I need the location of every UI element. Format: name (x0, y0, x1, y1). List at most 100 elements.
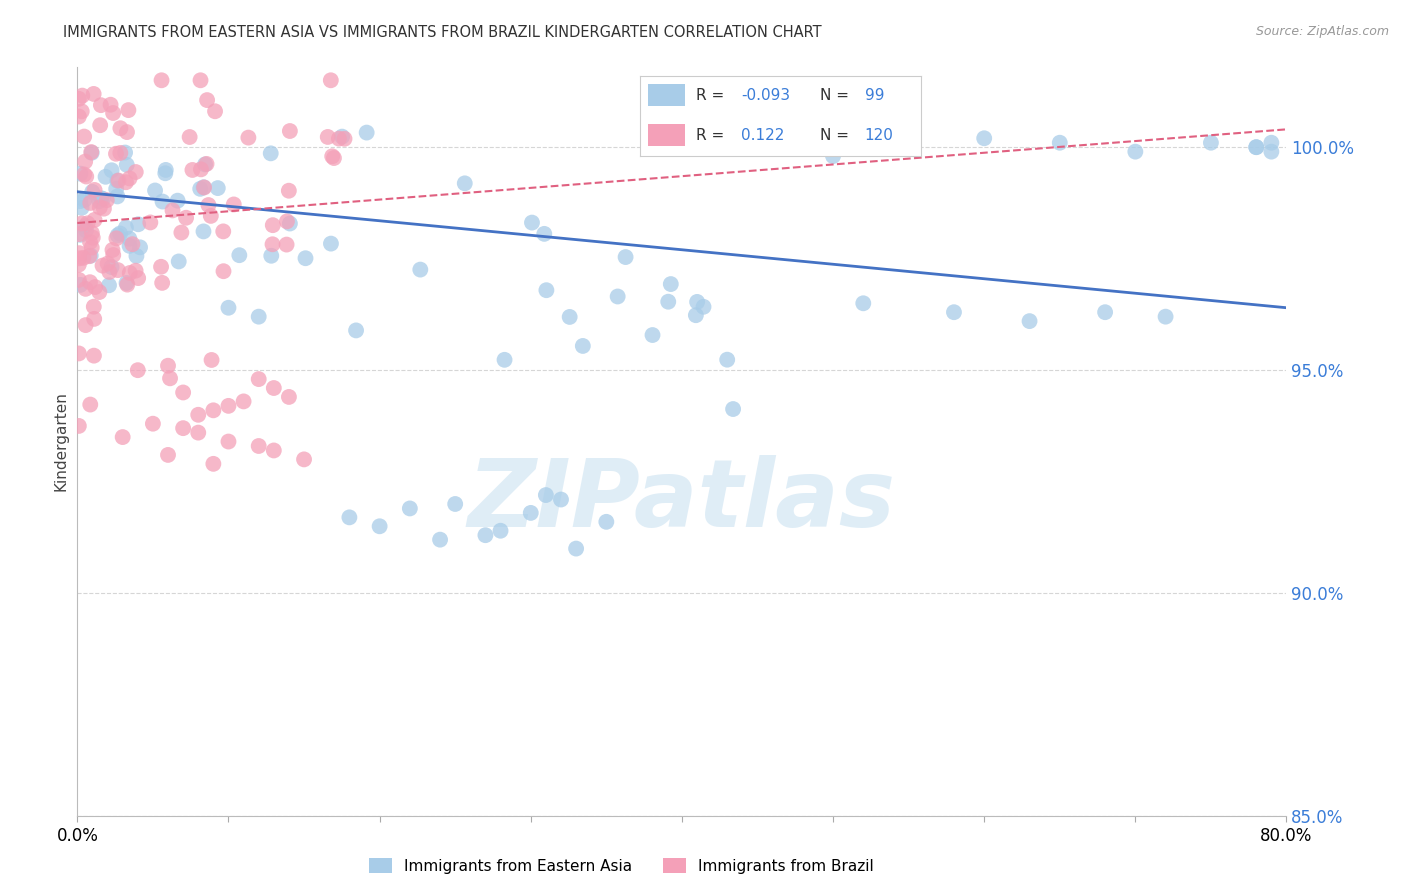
Point (115, 125, 138, 139)
Point (520, 216, 543, 230)
Point (1260, 136, 1282, 150)
Point (115, 158, 138, 172)
Point (90, 98, 112, 112)
Point (117, 103, 139, 117)
Point (70, 201, 93, 215)
Point (1154, 310, 1177, 324)
Point (190, 162, 212, 177)
Point (107, 263, 129, 277)
Point (67, 252, 90, 266)
Text: Source: ZipAtlas.com: Source: ZipAtlas.com (1256, 25, 1389, 38)
Point (80, 241, 103, 255)
Point (218, 301, 240, 315)
Point (103, 248, 125, 262)
Point (852, 296, 875, 310)
Point (686, 294, 709, 309)
Point (67, 246, 90, 260)
Point (222, 197, 245, 211)
Point (187, 425, 209, 440)
Point (139, 215, 162, 229)
Point (166, 194, 188, 208)
Point (187, 408, 209, 422)
Point (79, 398, 101, 412)
Point (89, 118, 111, 132)
Text: 99: 99 (865, 87, 884, 103)
Point (162, 203, 184, 218)
Point (685, 308, 707, 322)
Point (115, 276, 138, 290)
Point (659, 277, 682, 291)
Point (101, 243, 124, 257)
Point (337, 510, 360, 524)
Point (94, 169, 117, 184)
Point (80, 145, 103, 160)
Point (721, 402, 744, 417)
Point (67, 92, 90, 106)
Point (96, 193, 118, 207)
Point (105, 231, 128, 245)
Point (83, 183, 105, 197)
Text: N =: N = (820, 87, 853, 103)
Point (79, 196, 101, 211)
Point (330, 129, 353, 144)
Text: N =: N = (820, 128, 853, 143)
Point (1094, 305, 1116, 319)
Text: 0.122: 0.122 (741, 128, 785, 143)
Point (108, 227, 131, 241)
Point (572, 339, 595, 353)
Point (79, 235, 101, 249)
Point (193, 180, 215, 194)
Point (533, 227, 555, 241)
Point (323, 151, 346, 165)
Y-axis label: Kindergarten: Kindergarten (53, 392, 69, 491)
Point (127, 217, 149, 231)
Point (263, 381, 285, 395)
Point (1199, 136, 1222, 150)
Point (356, 126, 378, 140)
Point (238, 130, 260, 145)
Point (98, 265, 121, 279)
Point (75, 318, 97, 332)
Point (159, 371, 181, 385)
Point (558, 310, 581, 324)
Point (716, 352, 738, 367)
Point (67, 227, 90, 241)
Point (1246, 140, 1268, 154)
Point (454, 177, 477, 191)
Point (67, 110, 90, 124)
Point (247, 310, 270, 324)
Point (121, 237, 143, 252)
Point (129, 240, 152, 254)
Point (93, 202, 115, 216)
Point (333, 132, 356, 146)
Point (118, 266, 141, 280)
Point (89, 285, 111, 299)
Point (115, 175, 138, 189)
Point (278, 390, 301, 404)
Point (110, 121, 132, 136)
Text: R =: R = (696, 128, 730, 143)
Point (262, 218, 284, 232)
Point (429, 533, 451, 547)
Point (73, 129, 96, 144)
Point (207, 181, 229, 195)
Point (821, 149, 844, 163)
Point (75, 282, 97, 296)
Point (1246, 140, 1268, 154)
Point (83, 213, 105, 227)
Point (67, 346, 90, 360)
Point (72, 251, 94, 265)
Point (105, 189, 128, 203)
Point (152, 194, 174, 209)
Point (550, 492, 572, 507)
Point (82, 230, 104, 244)
Point (197, 198, 219, 212)
Point (75, 154, 97, 169)
Point (1049, 136, 1071, 150)
Point (228, 248, 250, 262)
Point (193, 180, 215, 194)
Point (494, 352, 516, 367)
Text: R =: R = (696, 87, 730, 103)
Point (260, 249, 283, 263)
Point (534, 488, 557, 502)
